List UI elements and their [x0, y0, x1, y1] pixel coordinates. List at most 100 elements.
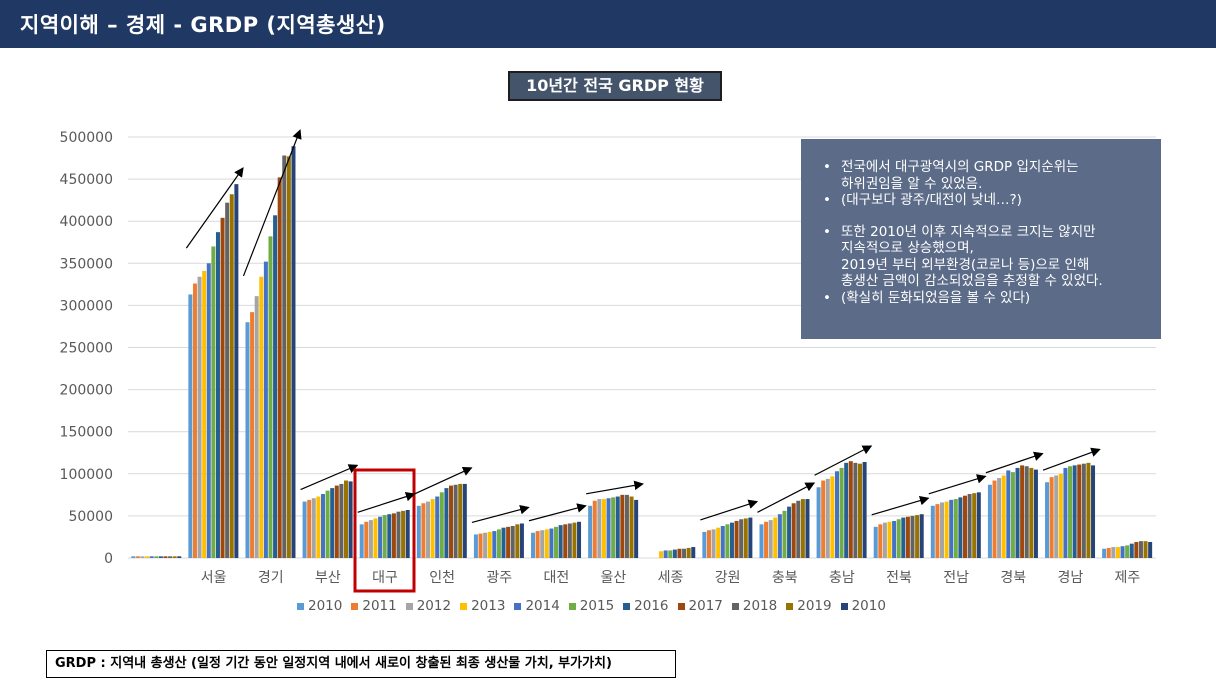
bar	[768, 520, 773, 558]
bar	[163, 556, 168, 558]
y-tick-label: 450000	[60, 172, 113, 188]
legend-label: 2010	[308, 598, 343, 614]
bar	[729, 522, 734, 558]
bar	[325, 490, 330, 558]
bar	[910, 515, 915, 558]
note-bullet-item: • 전국에서 대구광역시의 GRDP 입지순위는 하위권임을 알 수 있었음.	[823, 159, 1145, 192]
bar	[773, 517, 778, 558]
y-tick-label: 350000	[60, 256, 113, 272]
legend-swatch	[623, 602, 631, 610]
bar	[307, 499, 312, 558]
bar	[1006, 470, 1011, 558]
y-tick-label: 200000	[60, 383, 113, 399]
legend-swatch	[405, 602, 413, 610]
bar	[1001, 475, 1006, 558]
bar	[211, 246, 216, 558]
bar	[259, 276, 264, 558]
legend-swatch	[297, 602, 304, 610]
x-tick-label: 대구	[372, 570, 398, 586]
note-line: 전국에서 대구광역시의 GRDP 입지순위는	[841, 159, 1079, 175]
bar	[915, 515, 920, 558]
bar	[435, 496, 440, 558]
bar	[791, 503, 796, 558]
bar	[154, 556, 159, 558]
bar	[839, 467, 844, 558]
trend-arrow	[871, 495, 930, 516]
bar	[1125, 545, 1130, 558]
bar	[220, 217, 225, 558]
bar	[492, 531, 497, 558]
bar	[668, 550, 673, 558]
x-tick-label: 경북	[1000, 570, 1026, 586]
bar	[1058, 473, 1063, 558]
bar	[702, 531, 707, 558]
bar	[782, 510, 787, 558]
bar	[439, 492, 444, 558]
x-tick-label: 대전	[543, 570, 569, 586]
bar	[592, 500, 597, 558]
x-tick-label: 전남	[943, 570, 969, 586]
legend-swatch	[514, 602, 522, 610]
y-tick-label: 500000	[60, 130, 113, 146]
bar	[368, 520, 373, 558]
legend-item: 2016	[623, 598, 669, 614]
bar	[615, 496, 620, 558]
bar	[483, 532, 488, 558]
grdp-definition-box: GRDP : 지역내 총생산 (일정 기간 동안 일정지역 내에서 새로이 창출…	[46, 650, 676, 678]
bar	[901, 517, 906, 558]
bar	[611, 497, 616, 558]
x-tick-label: 제주	[1115, 570, 1141, 586]
header-bar: 지역이해 – 경제 - GRDP (지역총생산)	[0, 0, 1216, 48]
bar	[462, 483, 467, 558]
y-tick-label: 250000	[60, 341, 113, 357]
bar	[748, 517, 753, 558]
legend-label: 2019	[797, 598, 832, 614]
bar	[805, 499, 810, 558]
bar	[382, 515, 387, 558]
bar	[135, 556, 140, 558]
trend-arrow	[185, 167, 244, 249]
bar	[405, 510, 410, 558]
x-tick-label: 강원	[715, 570, 741, 586]
bar	[1077, 464, 1082, 558]
trend-arrow	[357, 492, 416, 513]
bar	[254, 296, 259, 558]
legend-item: 2014	[514, 598, 560, 614]
bar	[857, 463, 862, 558]
bar	[535, 531, 540, 558]
chart-title: 10년간 전국 GRDP 현황	[508, 71, 722, 101]
bar	[1143, 541, 1148, 558]
bar	[1115, 547, 1120, 558]
trend-arrow	[300, 464, 359, 491]
bar	[930, 505, 935, 558]
bar	[830, 476, 835, 558]
bar	[620, 494, 625, 558]
bar	[1054, 475, 1059, 558]
bar	[629, 496, 634, 558]
bar	[416, 505, 421, 558]
bar	[691, 547, 696, 558]
bar	[378, 516, 383, 558]
bar	[302, 501, 307, 558]
trend-arrow	[528, 503, 587, 522]
bar	[286, 156, 291, 558]
bar	[958, 497, 963, 558]
bar	[672, 549, 677, 558]
bar	[496, 529, 501, 558]
y-tick-label: 0	[104, 551, 113, 567]
bar	[229, 194, 234, 559]
note-line: 2019년 부터 외부환경(코로나 등)으로 인해	[841, 256, 1090, 273]
bar	[743, 518, 748, 558]
bar	[391, 513, 396, 558]
bar	[282, 155, 287, 559]
bar	[426, 501, 431, 558]
bar	[421, 503, 426, 558]
legend-label: 2010	[851, 598, 886, 614]
legend-item: 2017	[677, 598, 723, 614]
bar	[844, 462, 849, 558]
legend-item: 2015	[568, 598, 614, 614]
bar	[1086, 462, 1091, 558]
bar	[967, 494, 972, 558]
bar	[825, 478, 830, 558]
bar	[1148, 542, 1153, 558]
